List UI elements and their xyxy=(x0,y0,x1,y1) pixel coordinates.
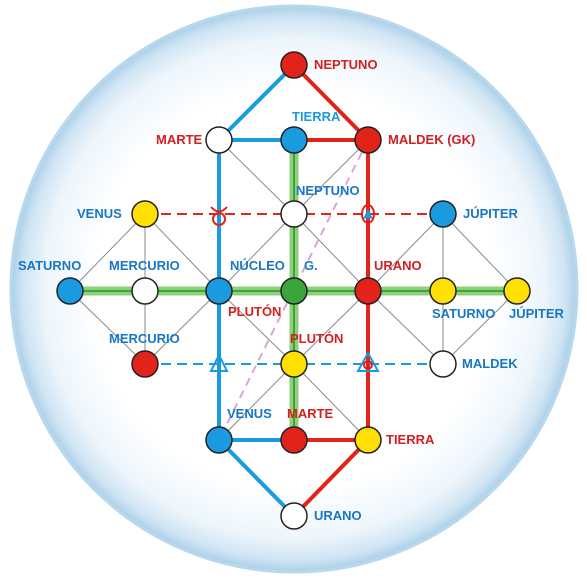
triangle-symbol-upper-right xyxy=(361,204,375,224)
label-jupiter-far: JÚPITER xyxy=(509,306,565,321)
node-saturno-right xyxy=(429,277,457,305)
label-nucleo: NÚCLEO xyxy=(230,258,285,273)
node-pluton xyxy=(280,350,308,378)
label-neptuno-mid: NEPTUNO xyxy=(296,183,360,198)
node-saturno-left xyxy=(56,277,84,305)
label-g: G. xyxy=(304,258,318,273)
label-saturno-right: SATURNO xyxy=(432,306,495,321)
taurus-symbol-left xyxy=(210,206,228,226)
node-marte-top xyxy=(205,126,233,154)
label-urano-bottom: URANO xyxy=(314,508,362,523)
node-maldek-gk xyxy=(354,126,382,154)
label-tierra-top: TIERRA xyxy=(292,109,341,124)
node-jupiter-right xyxy=(429,200,457,228)
node-marte-bottom xyxy=(280,426,308,454)
nodes xyxy=(56,51,531,530)
node-urano-bottom xyxy=(280,502,308,530)
label-mercurio-lower: MERCURIO xyxy=(109,331,180,346)
label-marte-bottom: MARTE xyxy=(287,406,334,421)
node-mercurio-upper xyxy=(131,277,159,305)
node-nucleo xyxy=(205,277,233,305)
node-neptuno-mid xyxy=(280,200,308,228)
taurus-symbol-lower-right xyxy=(356,350,380,372)
label-marte-top: MARTE xyxy=(156,132,203,147)
node-tierra-bottom xyxy=(354,426,382,454)
labels: NEPTUNO TIERRA MARTE MALDEK (GK) NEPTUNO… xyxy=(18,57,565,523)
label-jupiter-right: JÚPITER xyxy=(463,206,519,221)
label-urano-mid: URANO xyxy=(374,258,422,273)
node-urano-mid xyxy=(354,277,382,305)
node-tierra-top xyxy=(280,126,308,154)
node-venus-bottom xyxy=(205,426,233,454)
label-saturno-left: SATURNO xyxy=(18,258,81,273)
label-mercurio-upper: MERCURIO xyxy=(109,258,180,273)
label-pluton-left: PLUTÓN xyxy=(228,304,281,319)
label-pluton-right: PLUTÓN xyxy=(290,331,343,346)
node-neptuno-top xyxy=(280,51,308,79)
node-jupiter-far xyxy=(503,277,531,305)
label-maldek-gk: MALDEK (GK) xyxy=(388,132,475,147)
label-tierra-bottom: TIERRA xyxy=(386,432,435,447)
label-venus-left: VENUS xyxy=(77,206,122,221)
node-mercurio-lower xyxy=(131,350,159,378)
label-venus-bottom: VENUS xyxy=(227,406,272,421)
label-neptuno-top: NEPTUNO xyxy=(314,57,378,72)
node-g xyxy=(280,277,308,305)
triangle-symbol-lower-left xyxy=(209,352,229,372)
node-venus-left xyxy=(131,200,159,228)
label-maldek: MALDEK xyxy=(462,356,518,371)
node-maldek xyxy=(429,350,457,378)
